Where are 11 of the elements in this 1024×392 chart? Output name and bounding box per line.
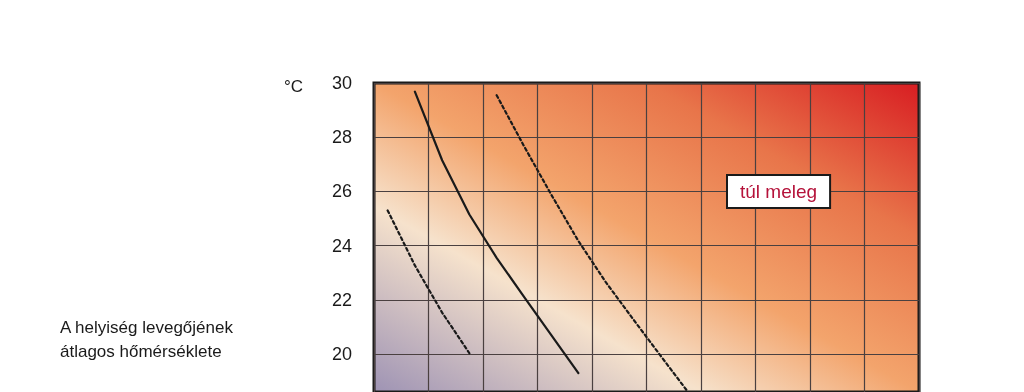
- y-tick-label: 24: [331, 235, 352, 256]
- y-tick-label: 20: [331, 344, 352, 365]
- y-tick-label: 22: [331, 289, 352, 310]
- annotation: túl meleg: [740, 181, 818, 202]
- y-tick-label: 30: [331, 73, 352, 93]
- text: A helyiség levegőjének átlagos hőmérséklete: [60, 317, 234, 361]
- line-series: [386, 209, 471, 355]
- y-tick-label: 28: [331, 127, 352, 148]
- text: °C: [284, 77, 304, 96]
- line-series: [413, 90, 580, 375]
- y-tick-label: 26: [331, 181, 352, 202]
